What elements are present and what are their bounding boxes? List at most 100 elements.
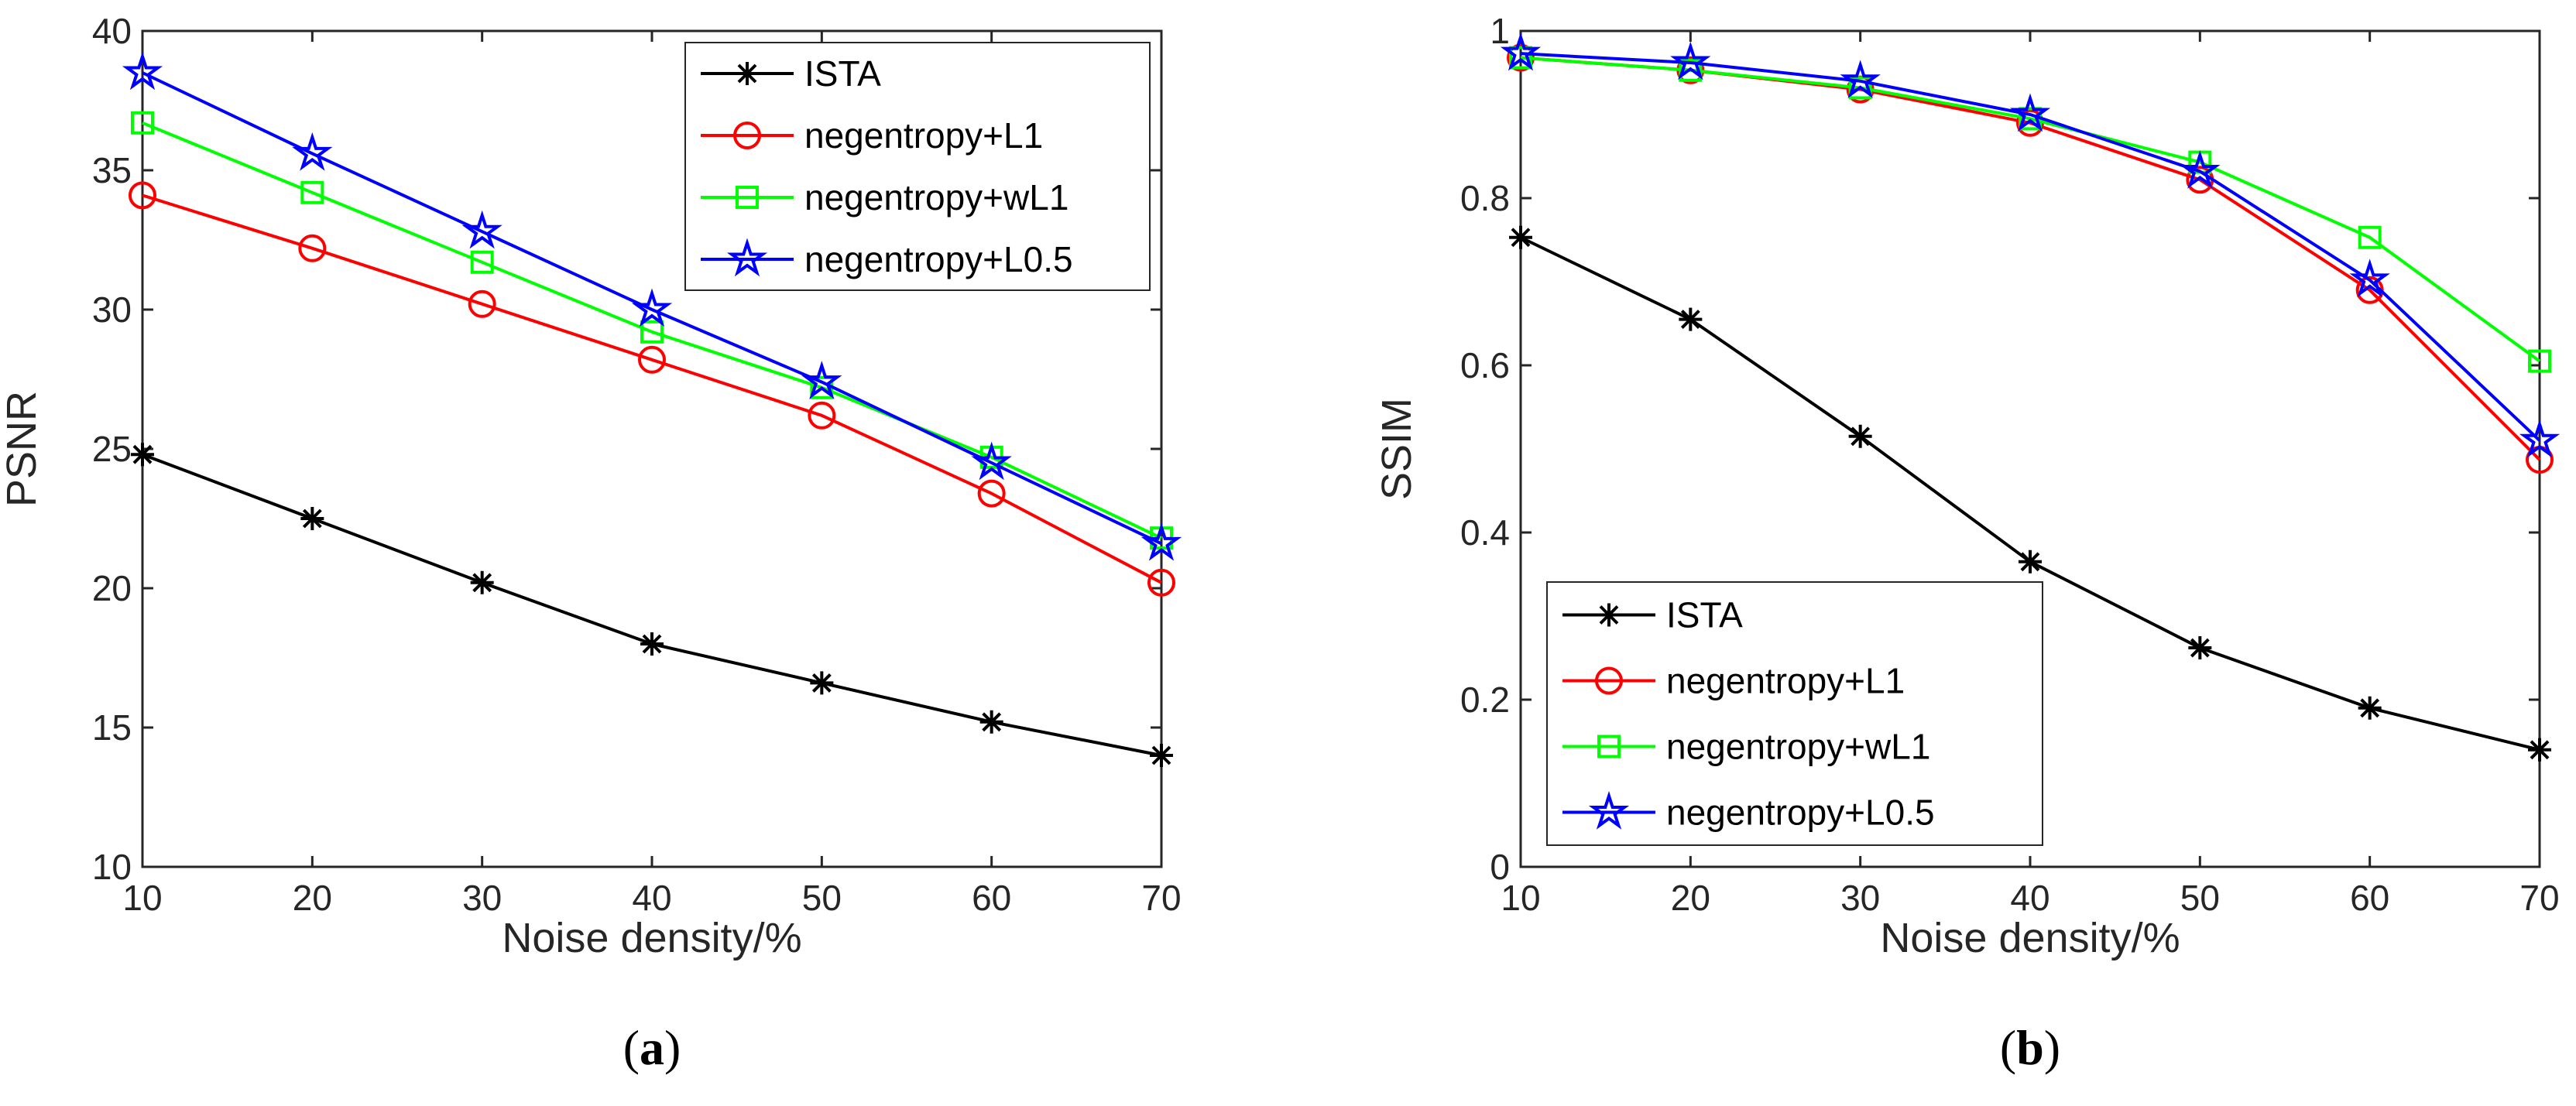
x-axis-label: Noise density/% <box>502 915 801 961</box>
caption-close-paren: ) <box>664 1020 681 1075</box>
data-point <box>129 181 156 210</box>
data-point <box>1840 60 1881 99</box>
legend-marker <box>736 186 759 209</box>
y-tick-label: 0.6 <box>1460 345 1510 385</box>
data-point <box>2519 419 2561 458</box>
y-tick-label: 0.4 <box>1460 512 1510 553</box>
data-point <box>631 288 673 327</box>
data-point <box>977 479 1006 508</box>
series-line <box>1520 52 2541 442</box>
legend-label: negentropy+L0.5 <box>1666 793 1935 833</box>
data-point <box>1500 32 1542 71</box>
data-point <box>1848 424 1872 448</box>
legend-marker <box>736 62 759 85</box>
data-point <box>1679 307 1703 331</box>
data-point <box>1141 522 1182 561</box>
series-0 <box>1509 225 2551 762</box>
data-point <box>1509 225 1532 249</box>
y-tick-label: 20 <box>92 568 132 608</box>
series-line <box>142 193 1162 584</box>
data-point <box>2528 738 2551 762</box>
x-tick-label: 50 <box>802 878 842 918</box>
x-axis-label: Noise density/% <box>1880 915 2180 961</box>
x-tick-label: 70 <box>2519 878 2559 918</box>
data-point <box>801 361 842 399</box>
legend-box <box>684 42 1151 291</box>
y-tick-label: 10 <box>92 847 132 887</box>
y-axis-label: PSNR <box>0 391 45 507</box>
x-tick-label: 40 <box>632 878 671 918</box>
legend-label: negentropy+L1 <box>1666 661 1905 701</box>
data-point <box>2349 259 2390 298</box>
legend-marker <box>1588 791 1630 830</box>
x-tick-label: 40 <box>2010 878 2049 918</box>
data-point <box>1509 46 1532 70</box>
legend-label: negentropy+wL1 <box>1666 727 1930 767</box>
data-point <box>1147 568 1175 597</box>
caption: (a) <box>623 1020 681 1075</box>
x-tick-label: 20 <box>1671 878 1710 918</box>
data-point <box>2188 636 2212 660</box>
data-point <box>2358 225 2382 249</box>
x-tick-label: 30 <box>1840 878 1880 918</box>
data-point <box>2528 349 2551 373</box>
caption-close-paren: ) <box>2044 1020 2060 1075</box>
data-point <box>810 671 834 695</box>
data-point <box>2358 696 2382 720</box>
x-tick-label: 70 <box>1141 878 1181 918</box>
y-tick-label: 30 <box>92 289 132 330</box>
data-point <box>2019 550 2042 574</box>
data-point <box>2180 149 2221 189</box>
x-tick-label: 60 <box>972 878 1011 918</box>
data-point <box>1848 76 1872 100</box>
x-tick-label: 10 <box>122 878 162 918</box>
data-point <box>638 345 666 374</box>
y-tick-label: 15 <box>92 707 132 748</box>
data-point <box>640 320 664 344</box>
x-tick-label: 20 <box>293 878 332 918</box>
x-tick-label: 30 <box>462 878 502 918</box>
series-1 <box>129 181 1175 597</box>
data-point <box>1679 58 1703 82</box>
legend-marker <box>733 122 761 149</box>
caption-letter: b <box>2016 1020 2044 1075</box>
y-tick-label: 0 <box>1490 847 1510 887</box>
legend-marker <box>1597 734 1621 758</box>
data-point <box>470 570 494 594</box>
data-point <box>131 443 154 467</box>
series-line <box>142 71 1162 546</box>
data-point <box>1670 41 1711 80</box>
y-tick-label: 1 <box>1490 11 1510 51</box>
legend: ISTA negentropy+L1 negentropy+wL1 negentrop… <box>1546 581 2043 846</box>
legend-marker <box>1595 666 1623 695</box>
y-axis-label: SSIM <box>1374 398 1420 500</box>
caption: (b) <box>2000 1020 2060 1075</box>
legend-box <box>1546 581 2043 846</box>
x-tick-label: 50 <box>2180 878 2220 918</box>
legend-marker <box>1597 603 1621 627</box>
series-3 <box>1500 32 2561 458</box>
y-tick-label: 0.8 <box>1460 178 1510 218</box>
y-tick-label: 40 <box>92 11 132 51</box>
data-point <box>2009 93 2051 132</box>
legend: ISTA negentropy+L1 negentropy+wL1 negentrop… <box>684 42 1151 291</box>
data-point <box>300 180 324 204</box>
caption-letter: a <box>640 1020 664 1075</box>
series-line <box>142 121 1162 540</box>
legend-label: ISTA <box>804 53 881 94</box>
y-tick-label: 0.2 <box>1460 680 1510 720</box>
data-point <box>122 51 163 91</box>
data-point <box>298 234 327 262</box>
legend-label: negentropy+L1 <box>804 115 1043 156</box>
x-tick-label: 60 <box>2350 878 2389 918</box>
data-point <box>470 250 494 274</box>
x-tick-label: 10 <box>1501 878 1540 918</box>
data-point <box>971 441 1012 481</box>
series-3 <box>122 51 1182 561</box>
data-point <box>461 210 503 249</box>
caption-open-paren: ( <box>623 1020 640 1075</box>
caption-open-paren: ( <box>2000 1020 2016 1075</box>
legend-label: negentropy+L0.5 <box>804 239 1073 279</box>
data-point <box>300 507 324 530</box>
